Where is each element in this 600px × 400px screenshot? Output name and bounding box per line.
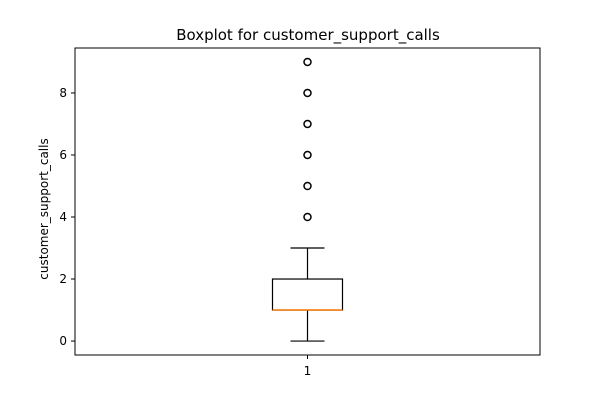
outlier-point — [303, 212, 312, 222]
y-tick-label: 2 — [59, 272, 67, 286]
y-tick-label: 4 — [59, 210, 67, 224]
x-tick-label: 1 — [304, 364, 312, 378]
y-tick-label: 8 — [59, 86, 67, 100]
outlier-point — [303, 88, 312, 98]
y-tick-label: 6 — [59, 148, 67, 162]
y-axis-label: customer_support_calls — [37, 138, 51, 279]
outlier-point — [303, 181, 312, 191]
plot-area: 0 2 4 6 8 1 — [59, 47, 541, 378]
outlier-point — [303, 150, 312, 160]
y-tick-label: 0 — [59, 334, 67, 348]
iqr-box — [271, 278, 344, 311]
axes-frame — [74, 47, 541, 356]
chart-title: Boxplot for customer_support_calls — [176, 26, 440, 45]
outlier-point — [303, 119, 312, 129]
outlier-point — [303, 57, 312, 67]
